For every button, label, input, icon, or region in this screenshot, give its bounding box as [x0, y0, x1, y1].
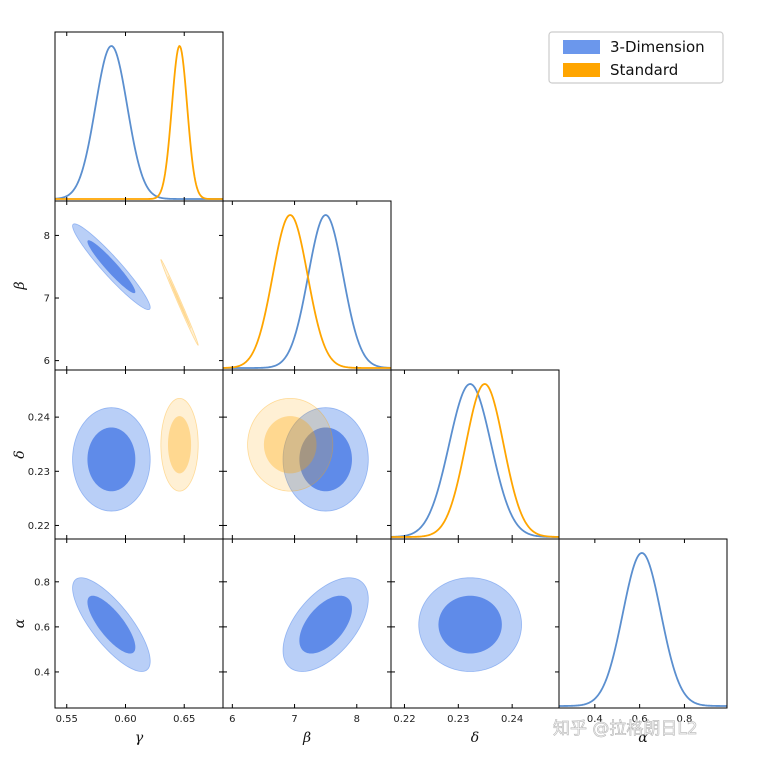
contour-68-beta-delta-standard — [263, 416, 317, 474]
panels: 6 7 8 0.22 0.23 0.24 0.55 0.60 0.65 0.4 0.6 0.8 6 7 8 0… — [12, 31, 728, 746]
panel-frame — [54, 538, 224, 709]
marginal-delta-3-dimension — [391, 383, 559, 538]
watermark-text: 知乎 @拉格朗日L2 — [553, 719, 698, 739]
x-tick-label-alpha: 0.6 — [632, 714, 648, 725]
panel-content — [559, 552, 727, 707]
x-tick-label-delta: 0.24 — [501, 714, 523, 725]
y-axis-label-alpha: α — [12, 618, 28, 628]
y-tick-label-alpha: 0.4 — [34, 667, 50, 678]
contour-95-beta-delta-standard — [247, 397, 334, 492]
panel-gamma — [54, 31, 224, 202]
panel-beta-alpha — [222, 538, 392, 709]
panel-beta-delta — [222, 369, 392, 540]
panel-content — [247, 397, 369, 512]
y-tick-label-beta: 7 — [44, 294, 50, 305]
panel-content — [72, 223, 199, 346]
x-tick-label-delta: 0.22 — [393, 714, 415, 725]
panel-gamma-delta — [54, 369, 224, 540]
x-tick-label-gamma: 0.65 — [173, 714, 195, 725]
legend-label-standard: Standard — [610, 61, 678, 79]
x-axis-label-alpha: α — [638, 730, 648, 746]
legend-label-3-dimension: 3-Dimension — [610, 38, 705, 56]
contour-68-gamma-delta-standard — [168, 416, 192, 474]
x-axis-label-gamma: γ — [135, 730, 144, 746]
panel-content — [55, 44, 223, 200]
x-tick-label-beta: 6 — [229, 714, 235, 725]
y-axis-label-delta: δ — [12, 450, 28, 458]
contour-68-beta-delta-3-dimension — [299, 427, 352, 492]
panel-content — [391, 383, 559, 538]
x-tick-label-delta: 0.23 — [447, 714, 469, 725]
y-tick-label-delta: 0.22 — [28, 521, 50, 532]
x-tick-label-beta: 7 — [291, 714, 297, 725]
panel-gamma-alpha — [54, 538, 224, 709]
y-tick-label-delta: 0.23 — [28, 467, 50, 478]
y-axis-label-beta: β — [12, 281, 28, 290]
contour-95-gamma-beta-standard — [160, 259, 199, 346]
marginal-beta-standard — [223, 214, 391, 369]
contour-68-gamma-beta-standard — [168, 275, 192, 329]
panel-content — [282, 577, 369, 672]
x-tick-label-beta: 8 — [354, 714, 360, 725]
y-tick-label-alpha: 0.8 — [34, 577, 50, 588]
contour-68-beta-alpha-3-dimension — [299, 595, 352, 654]
contour-68-gamma-delta-3-dimension — [87, 427, 136, 492]
panel-frame — [558, 538, 728, 709]
contour-95-gamma-delta-standard — [160, 397, 199, 492]
contour-68-delta-alpha-3-dimension — [438, 595, 502, 654]
legend-swatch-3-dimension — [563, 40, 600, 54]
panel-content — [72, 397, 199, 512]
marginal-gamma-standard — [55, 44, 223, 200]
x-tick-label-alpha: 0.8 — [676, 714, 692, 725]
x-tick-label-alpha: 0.4 — [587, 714, 603, 725]
x-tick-label-gamma: 0.60 — [114, 714, 136, 725]
contour-68-gamma-alpha-3-dimension — [87, 595, 136, 654]
panel-gamma-beta — [54, 200, 224, 371]
x-tick-label-gamma: 0.55 — [56, 714, 78, 725]
panel-alpha — [558, 538, 728, 709]
legend: 3-Dimension Standard — [548, 31, 724, 84]
marginal-delta-standard — [391, 383, 559, 538]
panel-content — [72, 577, 151, 672]
panel-delta — [390, 369, 560, 540]
contour-68-gamma-beta-3-dimension — [87, 240, 136, 294]
panel-content — [418, 577, 522, 672]
panel-frame — [390, 369, 560, 540]
panel-beta — [222, 200, 392, 371]
y-tick-label-delta: 0.24 — [28, 413, 50, 424]
y-tick-label-beta: 8 — [44, 231, 50, 242]
y-tick-label-alpha: 0.6 — [34, 622, 50, 633]
panel-content — [223, 214, 391, 369]
marginal-beta-3-dimension — [223, 214, 391, 369]
marginal-alpha-3-dimension — [559, 552, 727, 707]
x-axis-label-delta: δ — [471, 730, 479, 746]
y-tick-label-beta: 6 — [44, 356, 50, 367]
marginal-gamma-3-dimension — [55, 45, 223, 200]
panel-delta-alpha — [390, 538, 560, 709]
x-axis-label-beta: β — [302, 730, 311, 746]
legend-swatch-standard — [563, 63, 600, 77]
